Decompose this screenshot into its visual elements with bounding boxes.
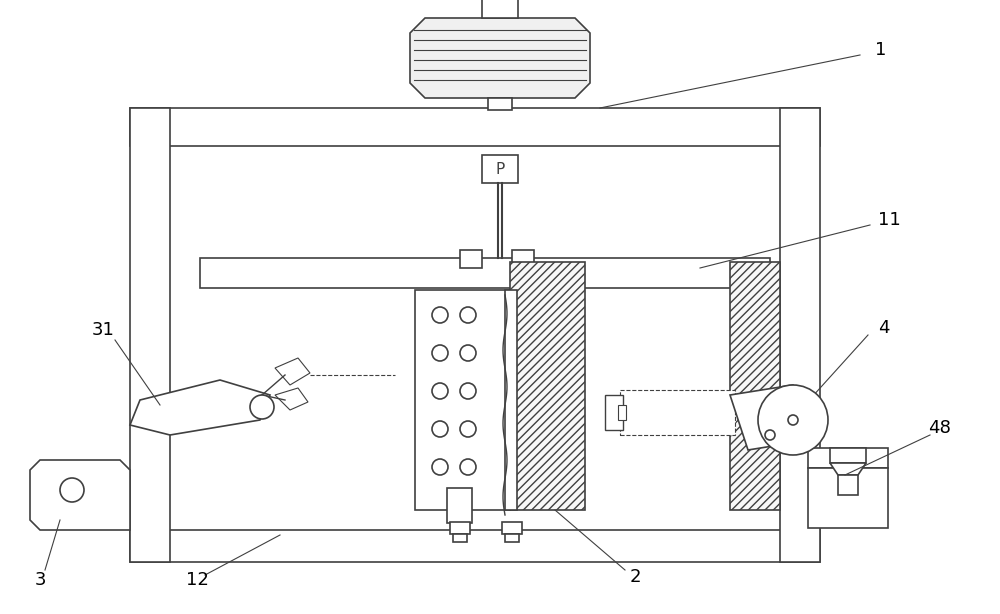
- Text: 4: 4: [878, 319, 890, 337]
- Bar: [808, 468, 888, 528]
- Bar: [130, 108, 820, 146]
- Circle shape: [432, 421, 448, 437]
- Text: P: P: [495, 161, 505, 176]
- Circle shape: [432, 307, 448, 323]
- Bar: [620, 390, 735, 435]
- Bar: [838, 475, 858, 495]
- Text: 12: 12: [186, 571, 208, 589]
- Bar: [130, 108, 170, 562]
- Polygon shape: [730, 385, 810, 450]
- Bar: [730, 262, 780, 510]
- Bar: [453, 534, 467, 542]
- Bar: [447, 488, 472, 523]
- Bar: [505, 534, 519, 542]
- Circle shape: [60, 478, 84, 502]
- Polygon shape: [275, 358, 310, 385]
- Circle shape: [460, 307, 476, 323]
- Circle shape: [460, 421, 476, 437]
- Bar: [510, 262, 585, 510]
- Bar: [460, 250, 482, 268]
- Text: 11: 11: [878, 211, 901, 229]
- Polygon shape: [130, 380, 270, 435]
- Text: 48: 48: [929, 419, 951, 437]
- Bar: [488, 98, 512, 110]
- Text: 3: 3: [34, 571, 46, 589]
- Bar: [830, 448, 866, 463]
- Text: 1: 1: [875, 41, 886, 59]
- Circle shape: [432, 383, 448, 399]
- Circle shape: [758, 385, 828, 455]
- Bar: [618, 405, 626, 420]
- Bar: [502, 522, 522, 534]
- Bar: [482, 155, 518, 183]
- Bar: [505, 290, 517, 510]
- Circle shape: [788, 415, 798, 425]
- Polygon shape: [30, 460, 130, 530]
- Circle shape: [460, 345, 476, 361]
- Text: 31: 31: [92, 321, 114, 339]
- Bar: [130, 530, 820, 562]
- Bar: [808, 448, 888, 468]
- Polygon shape: [410, 18, 590, 98]
- Polygon shape: [830, 463, 866, 475]
- Circle shape: [250, 395, 274, 419]
- Circle shape: [432, 345, 448, 361]
- Bar: [450, 522, 470, 534]
- Bar: [482, 0, 518, 18]
- Circle shape: [460, 383, 476, 399]
- Text: 2: 2: [629, 568, 641, 586]
- Bar: [200, 258, 770, 288]
- Bar: [605, 395, 623, 430]
- Polygon shape: [275, 388, 308, 410]
- Bar: [415, 290, 510, 510]
- Circle shape: [432, 459, 448, 475]
- Circle shape: [765, 430, 775, 440]
- Circle shape: [460, 459, 476, 475]
- Bar: [780, 108, 820, 562]
- Bar: [512, 250, 534, 268]
